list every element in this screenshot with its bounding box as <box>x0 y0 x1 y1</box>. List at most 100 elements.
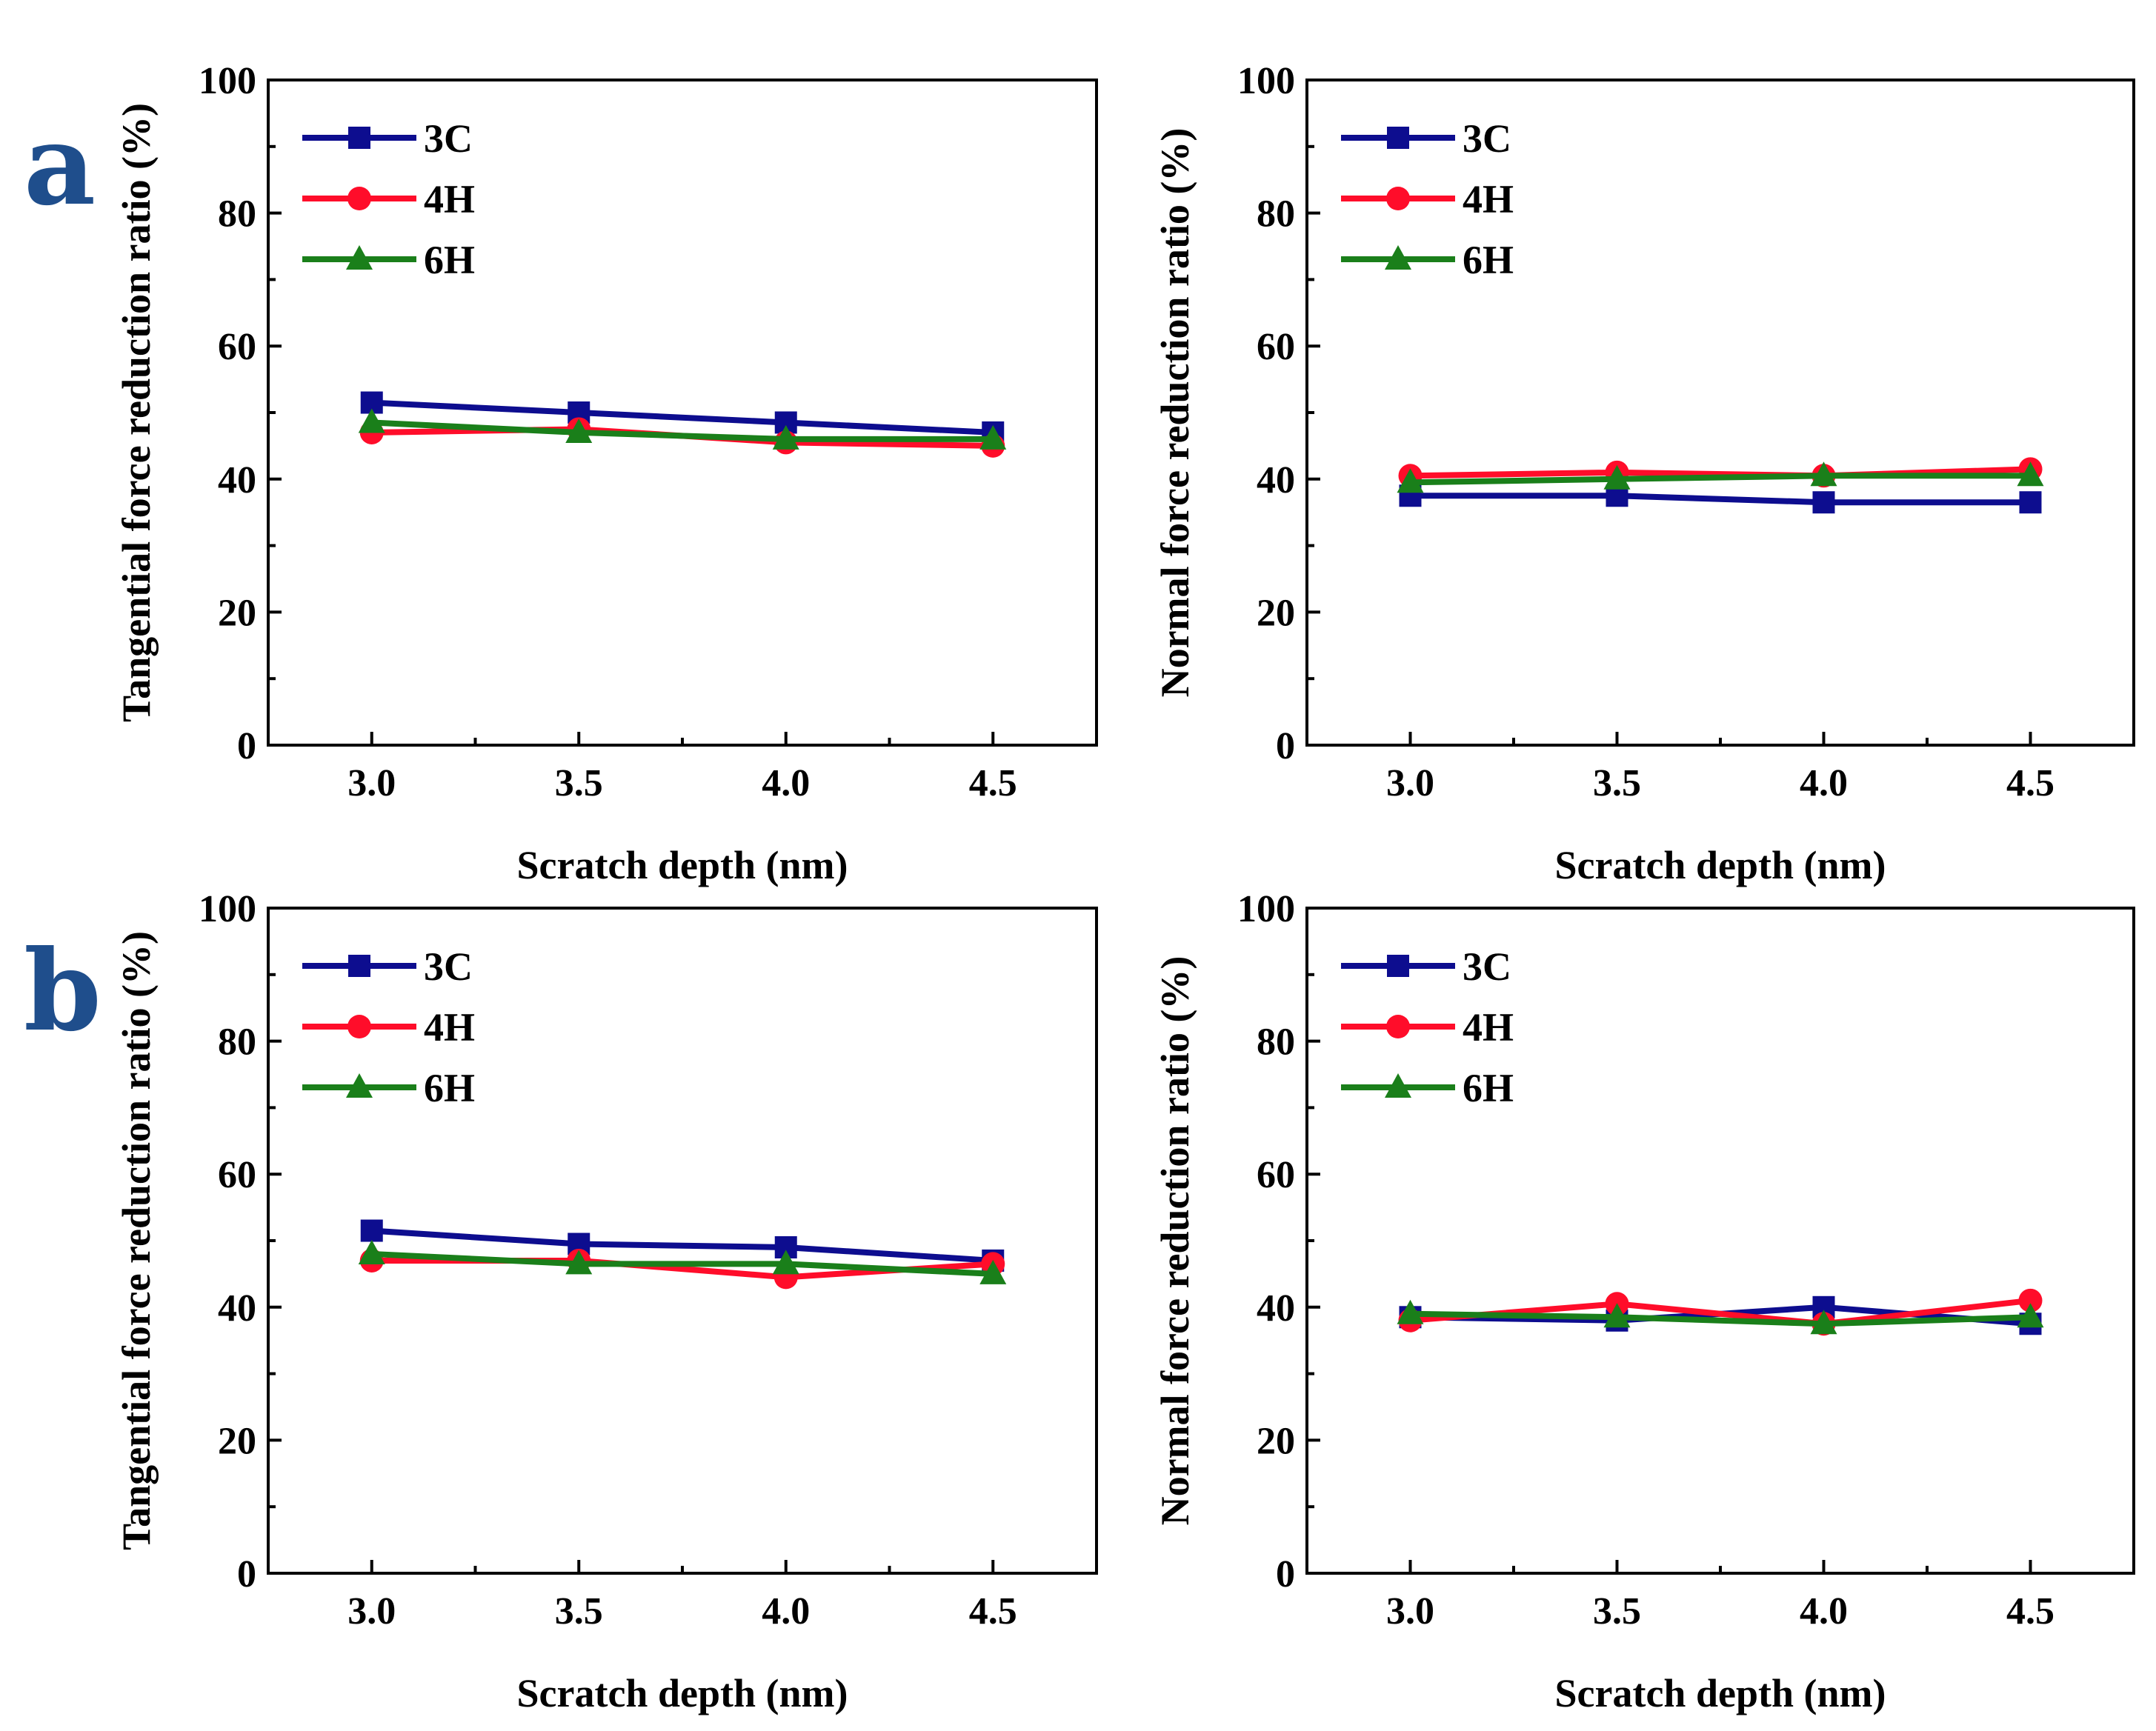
x-tick-label: 3.5 <box>1593 762 1641 804</box>
x-axis-title: Scratch depth (nm) <box>1555 843 1886 887</box>
data-point-6H <box>358 1239 385 1264</box>
series-line-6H <box>1410 1310 2031 1327</box>
legend-item-3C: 3C <box>302 116 473 161</box>
plot-frame <box>1305 79 2135 747</box>
series-line-4H <box>1410 466 2031 479</box>
legend-item-4H: 4H <box>1341 1005 1514 1050</box>
data-point-6H <box>358 408 385 433</box>
y-tick-label: 100 <box>1237 888 1295 930</box>
y-axis-title: Normal force reduction ratio (%) <box>1153 956 1197 1526</box>
y-tick-label: 60 <box>218 326 256 368</box>
legend-label: 4H <box>424 177 475 221</box>
y-tick-label: 80 <box>1257 1021 1295 1064</box>
y-tick-label: 20 <box>218 1420 256 1462</box>
data-point-6H <box>1603 464 1631 490</box>
x-tick-label: 4.5 <box>2006 762 2054 804</box>
data-point-6H <box>1397 1299 1424 1324</box>
x-tick-label: 4.5 <box>969 1590 1017 1632</box>
series-line-3C <box>1410 493 2031 506</box>
legend-marker <box>1385 1073 1411 1098</box>
legend-marker <box>1386 1015 1410 1038</box>
plot-frame <box>267 79 1098 747</box>
charts-container: 0 20 40 60 80 100 3.0 3.5 4.0 4.5 Scratch depth (n… <box>114 60 2135 1715</box>
legend-marker <box>1387 955 1409 977</box>
legend-item-6H: 6H <box>1341 1066 1514 1110</box>
y-tick-label: 80 <box>1257 193 1295 236</box>
legend-item-4H: 4H <box>1341 177 1514 221</box>
chart-2: 0 20 40 60 80 100 3.0 3.5 4.0 4.5 Scratch depth (n… <box>1153 60 2135 887</box>
y-tick-label: 20 <box>1257 592 1295 634</box>
x-tick-label: 3.0 <box>1386 1590 1434 1632</box>
x-tick-label: 4.0 <box>1800 762 1848 804</box>
x-tick-label: 4.0 <box>762 1590 810 1632</box>
legend-marker <box>1385 245 1411 270</box>
data-point-4H <box>2018 1288 2043 1313</box>
data-point-6H <box>772 424 799 450</box>
y-tick-label: 80 <box>218 1021 256 1064</box>
x-tick-label: 4.5 <box>969 762 1017 804</box>
y-axis-title: Tangential force reduction ratio (%) <box>114 103 159 722</box>
data-point-3C <box>360 1219 383 1242</box>
data-point-6H <box>772 1250 799 1275</box>
legend-item-6H: 6H <box>302 1066 475 1110</box>
data-point-6H <box>979 1259 1007 1284</box>
y-tick-label: 40 <box>218 1287 256 1330</box>
y-tick-label: 100 <box>199 888 256 930</box>
legend-marker <box>1386 187 1410 210</box>
data-point-6H <box>1810 1310 1837 1335</box>
data-point-6H <box>979 424 1007 450</box>
data-point-6H <box>565 418 593 443</box>
plot-frame <box>267 907 1098 1575</box>
series-line-4H <box>1410 1297 2031 1327</box>
data-point-6H <box>1810 461 1837 487</box>
y-tick-label: 60 <box>1257 326 1295 368</box>
legend-item-3C: 3C <box>1341 944 1511 989</box>
y-tick-label: 0 <box>237 725 256 767</box>
y-tick-label: 100 <box>199 60 256 102</box>
legend-label: 3C <box>1463 944 1511 989</box>
legend-label: 3C <box>424 116 473 161</box>
series-line-6H <box>1410 473 2031 486</box>
x-axis-title: Scratch depth (nm) <box>1555 1671 1886 1715</box>
x-tick-label: 3.0 <box>347 762 396 804</box>
legend-label: 4H <box>424 1005 475 1050</box>
legend-label: 6H <box>1463 238 1514 282</box>
legend-item-4H: 4H <box>302 1005 475 1050</box>
data-point-3C <box>2019 491 2042 514</box>
data-point-6H <box>2017 461 2044 487</box>
legend-item-6H: 6H <box>302 238 475 282</box>
legend-marker <box>348 127 370 149</box>
y-axis-title: Tangential force reduction ratio (%) <box>114 931 159 1550</box>
chart-1: 0 20 40 60 80 100 3.0 3.5 4.0 4.5 Scratch depth (n… <box>114 60 1098 887</box>
legend-item-3C: 3C <box>1341 116 1511 161</box>
legend-item-4H: 4H <box>302 177 475 221</box>
series-line-3C <box>371 399 994 436</box>
legend-item-6H: 6H <box>1341 238 1514 282</box>
x-tick-label: 3.5 <box>1593 1590 1641 1632</box>
y-tick-label: 60 <box>218 1154 256 1196</box>
x-tick-label: 3.5 <box>555 1590 603 1632</box>
legend-marker <box>346 245 373 270</box>
chart-3: 0 20 40 60 80 100 3.0 3.5 4.0 4.5 Scratch depth (n… <box>114 888 1098 1715</box>
series-line-6H <box>371 1250 994 1277</box>
series-line-6H <box>371 419 994 442</box>
panel-label-a: a <box>24 100 96 230</box>
legend-marker <box>347 1015 371 1038</box>
x-axis-title: Scratch depth (nm) <box>517 1671 848 1715</box>
y-tick-label: 80 <box>218 193 256 236</box>
legend-label: 4H <box>1463 1005 1514 1050</box>
y-tick-label: 20 <box>218 592 256 634</box>
x-tick-label: 4.5 <box>2006 1590 2054 1632</box>
y-tick-label: 40 <box>218 459 256 501</box>
x-axis-title: Scratch depth (nm) <box>517 843 848 887</box>
x-tick-label: 3.0 <box>1386 762 1434 804</box>
legend-label: 6H <box>1463 1066 1514 1110</box>
y-tick-label: 0 <box>1276 1553 1295 1595</box>
x-tick-label: 3.0 <box>347 1590 396 1632</box>
legend-label: 6H <box>424 238 475 282</box>
y-tick-label: 60 <box>1257 1154 1295 1196</box>
data-point-6H <box>1397 468 1424 493</box>
chart-4: 0 20 40 60 80 100 3.0 3.5 4.0 4.5 Scratch depth (n… <box>1153 888 2135 1715</box>
plot-frame <box>1305 907 2135 1575</box>
